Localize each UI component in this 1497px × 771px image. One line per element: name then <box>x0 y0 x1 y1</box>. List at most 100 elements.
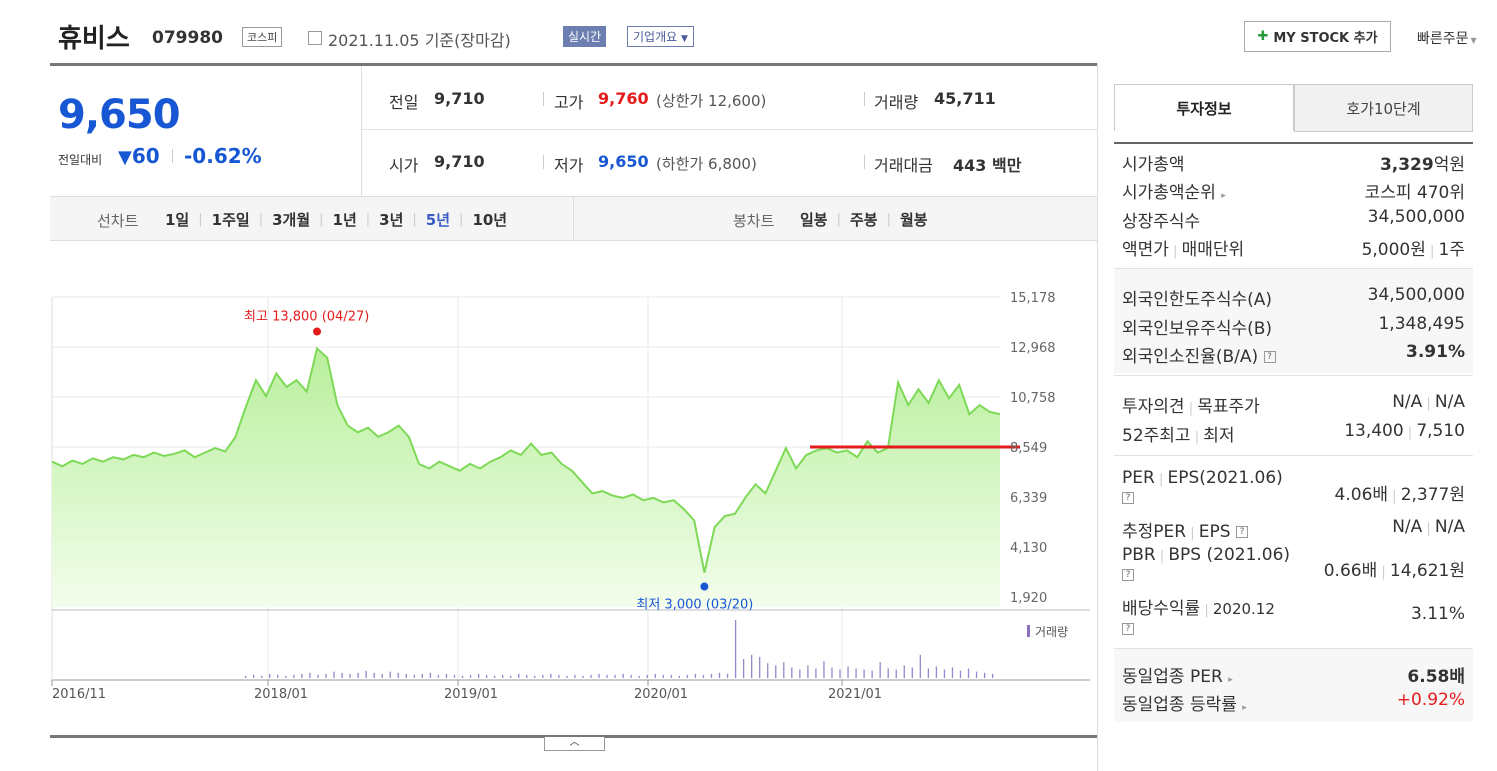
foreign-rate-value: 3.91% <box>1406 342 1465 362</box>
price-line <box>51 346 1001 573</box>
bps-value: 14,621원 <box>1389 561 1465 581</box>
industry-rate-label[interactable]: 동일업종 등락률 ▸ <box>1122 690 1247 715</box>
price-chart[interactable]: 15,178 12,968 10,758 8,549 6,339 4,130 1,920 2… <box>0 0 1100 771</box>
tab-10y[interactable]: 10년 <box>472 211 508 229</box>
question-icon[interactable]: ? <box>1263 351 1276 363</box>
volume-bar <box>686 674 689 678</box>
tab-gap <box>1114 131 1294 132</box>
volume-bar <box>285 675 287 678</box>
volume-bar <box>751 654 753 678</box>
par-value: 5,000원 <box>1361 240 1426 260</box>
volume-bar <box>277 674 279 678</box>
company-overview-button[interactable]: 기업개요 ▼ <box>627 26 694 47</box>
question-icon[interactable]: ? <box>1235 526 1248 538</box>
y-tick-label: 8,549 <box>1010 441 1047 456</box>
volume-bar <box>967 668 970 678</box>
volume-bar <box>662 674 664 678</box>
pbr-value: 0.66배 <box>1323 561 1378 581</box>
chevron-up-icon[interactable]: ︿ <box>544 737 605 751</box>
tab-daily[interactable]: 일봉 <box>800 211 828 229</box>
separator: | <box>1388 489 1401 504</box>
question-icon[interactable]: ? <box>1122 492 1134 504</box>
stock-code: 079980 <box>152 28 223 48</box>
volume-bar <box>783 662 785 678</box>
rank-label[interactable]: 시가총액순위 ▸ <box>1122 178 1226 203</box>
price-change: ▼60 <box>118 144 160 168</box>
divider <box>864 92 865 106</box>
separator: | <box>1184 401 1198 416</box>
tab-hoga[interactable]: 호가10단계 <box>1294 84 1473 132</box>
high-point-marker <box>313 327 322 336</box>
divider <box>172 149 173 163</box>
company-name: 휴비스 <box>58 24 130 54</box>
tab-3y[interactable]: 3년 <box>379 211 404 229</box>
foreign-limit-label: 외국인한도주식수(A) <box>1122 290 1273 310</box>
plus-icon: ✚ <box>1257 29 1269 44</box>
volume-bar <box>469 674 472 678</box>
pbr-bps-value: 0.66배 | 14,621원 <box>1300 556 1465 581</box>
volume-bar <box>349 673 351 678</box>
separator: | <box>459 212 464 227</box>
volume-bar <box>919 654 921 678</box>
volume-bar <box>518 673 520 678</box>
y-tick-label: 6,339 <box>1010 491 1047 506</box>
current-price: 9,650 <box>58 92 181 138</box>
quick-order-label: 빠른주문 <box>1417 31 1469 47</box>
volume-bar <box>718 672 721 678</box>
rank-label-text: 시가총액순위 <box>1122 183 1216 203</box>
tab-invest-info[interactable]: 투자정보 <box>1114 84 1294 132</box>
volume-bar <box>742 659 745 678</box>
per-eps-value: 4.06배 | 2,377원 <box>1300 480 1465 505</box>
quick-order-button[interactable]: 빠른주문 ▼ <box>1417 28 1477 48</box>
question-icon[interactable]: ? <box>1122 623 1134 635</box>
x-tick-label: 2019/01 <box>444 687 498 702</box>
my-stock-add-button[interactable]: ✚ MY STOCK 추가 <box>1244 21 1391 52</box>
trade-unit-value: 1주 <box>1438 240 1465 260</box>
tab-5y[interactable]: 5년 <box>425 211 451 229</box>
prev-close-value: 9,710 <box>434 89 485 108</box>
volume-bar <box>477 673 480 678</box>
tab-monthly[interactable]: 월봉 <box>900 211 928 229</box>
volume-bar <box>791 667 793 678</box>
question-icon[interactable]: ? <box>1122 569 1134 581</box>
opinion-label: 투자의견 | 목표주가 <box>1122 392 1260 417</box>
lower-limit: (하한가 6,800) <box>656 155 757 173</box>
industry-per-label[interactable]: 동일업종 PER ▸ <box>1122 662 1233 687</box>
divider <box>864 155 865 169</box>
separator: | <box>886 212 891 227</box>
volume-bar <box>301 673 303 678</box>
tab-1d[interactable]: 1일 <box>165 211 190 229</box>
right-divider <box>1097 63 1098 771</box>
eps-label: EPS(2021.06) <box>1167 468 1283 488</box>
separator: | <box>198 212 203 227</box>
separator: | <box>1403 425 1417 440</box>
volume-bar <box>598 673 600 678</box>
volume-bar <box>871 670 873 678</box>
volume-bar <box>269 673 271 678</box>
volume-bar <box>333 671 335 678</box>
x-axis-ticks: 2016/11 2018/01 2019/01 2020/01 2021/01 <box>51 680 882 702</box>
per-value: 4.06배 <box>1334 485 1389 505</box>
w52-low-value: 7,510 <box>1416 421 1465 441</box>
realtime-badge[interactable]: 실시간 <box>563 26 607 47</box>
period-divider <box>573 196 574 241</box>
tab-weekly[interactable]: 주봉 <box>850 211 878 229</box>
volume-bar <box>542 674 544 678</box>
y-tick-label: 4,130 <box>1010 541 1047 556</box>
volume-bar <box>510 675 512 678</box>
low-label: 저가 <box>554 156 584 175</box>
tab-1y[interactable]: 1년 <box>332 211 357 229</box>
tab-1w[interactable]: 1주일 <box>211 211 250 229</box>
tab-3m[interactable]: 3개월 <box>272 211 311 229</box>
volume-bar <box>951 667 954 678</box>
separator: | <box>365 212 371 227</box>
volume-bar <box>606 674 608 678</box>
volume-bar <box>493 675 496 678</box>
x-tick-label: 2018/01 <box>254 687 308 702</box>
volume-bar <box>526 674 528 678</box>
bps-label: BPS (2021.06) <box>1168 545 1291 565</box>
y-axis-ticks: 15,178 12,968 10,758 8,549 6,339 4,130 1,920 <box>1010 291 1056 606</box>
volume-bar <box>678 675 681 678</box>
volume-bar <box>485 674 488 678</box>
volume-bar <box>983 672 986 678</box>
